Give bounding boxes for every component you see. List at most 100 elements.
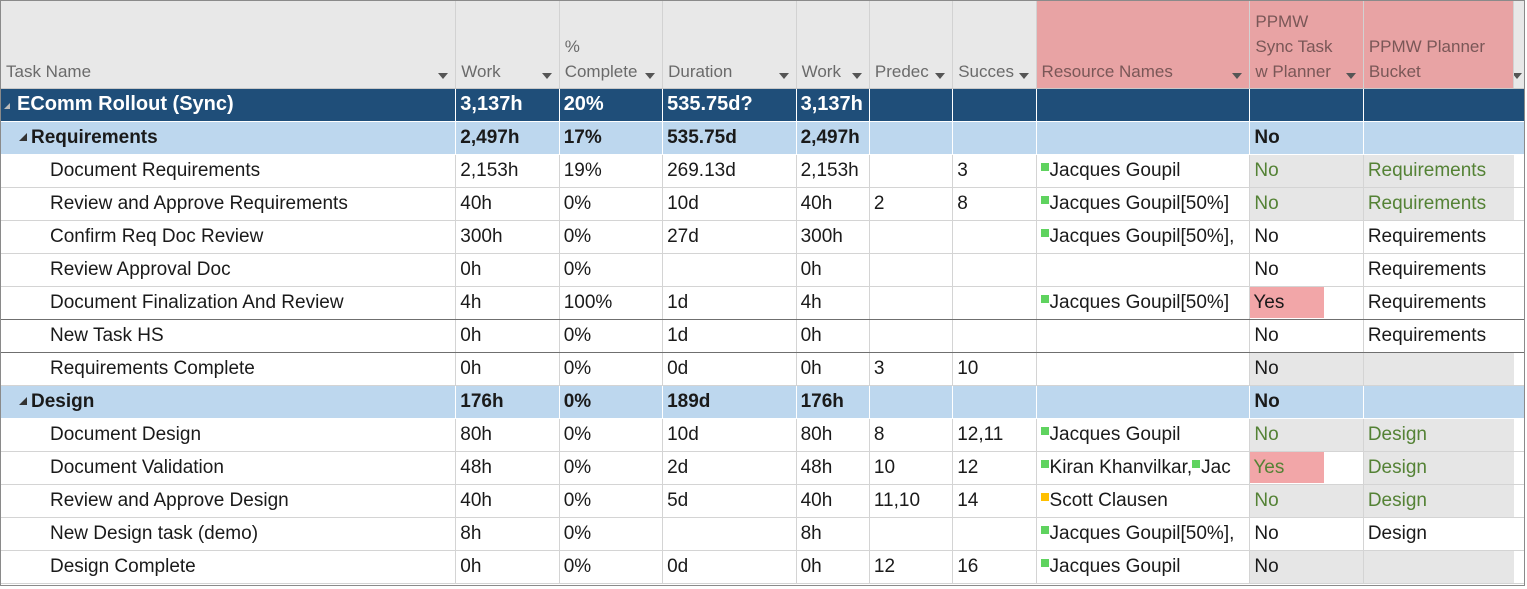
filter-dropdown-icon[interactable] bbox=[851, 72, 862, 79]
resource-names-cell[interactable] bbox=[1036, 319, 1251, 353]
successors-cell[interactable] bbox=[952, 88, 1037, 122]
sync-flag-cell[interactable]: No bbox=[1249, 517, 1364, 551]
task-row[interactable]: Design Complete 0h 0% 0d 0h 12 16 Jacques Goupi… bbox=[1, 550, 1524, 584]
predecessors-cell[interactable]: 12 bbox=[869, 550, 954, 584]
work-cell[interactable]: 2,497h bbox=[455, 121, 560, 155]
successors-cell[interactable] bbox=[952, 517, 1037, 551]
task-row[interactable]: Review and Approve Requirements 40h 0% 10d 4… bbox=[1, 187, 1524, 221]
percent-complete-cell[interactable]: 19% bbox=[559, 154, 664, 188]
predecessors-cell[interactable] bbox=[869, 286, 954, 320]
predecessors-cell[interactable] bbox=[869, 319, 954, 353]
resource-names-cell[interactable] bbox=[1036, 88, 1251, 122]
collapse-triangle-icon[interactable] bbox=[19, 397, 27, 406]
column-header-predecessors[interactable]: Predec bbox=[869, 1, 954, 89]
sync-flag-cell[interactable]: No bbox=[1249, 253, 1364, 287]
predecessors-cell[interactable]: 3 bbox=[869, 352, 954, 386]
successors-cell[interactable] bbox=[952, 286, 1037, 320]
predecessors-cell[interactable]: 8 bbox=[869, 418, 954, 452]
sync-flag-cell[interactable]: No bbox=[1249, 220, 1364, 254]
sync-flag-cell[interactable]: No bbox=[1249, 352, 1364, 386]
work-cell[interactable]: 48h bbox=[455, 451, 560, 485]
duration-cell[interactable]: 1d bbox=[662, 319, 797, 353]
predecessors-cell[interactable] bbox=[869, 253, 954, 287]
work-cell[interactable]: 0h bbox=[796, 352, 870, 386]
percent-complete-cell[interactable]: 0% bbox=[559, 517, 664, 551]
planner-bucket-cell[interactable] bbox=[1363, 121, 1514, 155]
sync-flag-cell[interactable]: No bbox=[1249, 418, 1364, 452]
resource-names-cell[interactable]: Jacques Goupil[50%], bbox=[1036, 220, 1251, 254]
filter-dropdown-icon[interactable] bbox=[438, 72, 449, 79]
task-name-cell[interactable]: Requirements Complete bbox=[1, 352, 457, 386]
work-cell[interactable]: 40h bbox=[796, 484, 870, 518]
task-name-cell[interactable]: Review Approval Doc bbox=[1, 253, 457, 287]
column-header-successors[interactable]: Succes bbox=[952, 1, 1037, 89]
work-cell[interactable]: 8h bbox=[455, 517, 560, 551]
sync-flag-cell[interactable]: No bbox=[1249, 319, 1364, 353]
task-row[interactable]: Requirements Complete 0h 0% 0d 0h 3 10 No bbox=[1, 352, 1524, 386]
resource-names-cell[interactable]: Scott Clausen bbox=[1036, 484, 1251, 518]
task-name-cell[interactable]: Document Design bbox=[1, 418, 457, 452]
duration-cell[interactable]: 1d bbox=[662, 286, 797, 320]
successors-cell[interactable]: 8 bbox=[952, 187, 1037, 221]
duration-cell[interactable]: 27d bbox=[662, 220, 797, 254]
percent-complete-cell[interactable]: 20% bbox=[559, 88, 664, 122]
filter-dropdown-icon[interactable] bbox=[541, 72, 552, 79]
sync-flag-cell[interactable] bbox=[1249, 88, 1364, 122]
planner-bucket-cell[interactable]: Requirements bbox=[1363, 154, 1514, 188]
resource-names-cell[interactable] bbox=[1036, 253, 1251, 287]
filter-dropdown-icon[interactable] bbox=[935, 72, 946, 79]
column-header-bucket[interactable]: PPMW Planner Bucket bbox=[1363, 1, 1515, 89]
successors-cell[interactable] bbox=[952, 319, 1037, 353]
work-cell[interactable]: 0h bbox=[455, 319, 560, 353]
predecessors-cell[interactable] bbox=[869, 517, 954, 551]
task-name-cell[interactable]: Document Validation bbox=[1, 451, 457, 485]
summary-task-row[interactable]: Design 176h 0% 189d 176h No bbox=[1, 385, 1524, 419]
sync-flag-cell[interactable]: Yes bbox=[1249, 451, 1364, 485]
percent-complete-cell[interactable]: 0% bbox=[559, 220, 664, 254]
work-cell[interactable]: 3,137h bbox=[796, 88, 870, 122]
work-cell[interactable]: 0h bbox=[796, 253, 870, 287]
task-name-cell[interactable]: Review and Approve Requirements bbox=[1, 187, 457, 221]
duration-cell[interactable]: 535.75d bbox=[662, 121, 797, 155]
predecessors-cell[interactable]: 11,10 bbox=[869, 484, 954, 518]
task-row[interactable]: Review and Approve Design 40h 0% 5d 40h 11,10… bbox=[1, 484, 1524, 518]
work-cell[interactable]: 48h bbox=[796, 451, 870, 485]
filter-dropdown-icon[interactable] bbox=[1232, 72, 1243, 79]
task-row[interactable]: Confirm Req Doc Review 300h 0% 27d 300h Jacqu… bbox=[1, 220, 1524, 254]
work-cell[interactable]: 0h bbox=[455, 352, 560, 386]
task-name-cell[interactable]: Review and Approve Design bbox=[1, 484, 457, 518]
sync-flag-cell[interactable]: No bbox=[1249, 550, 1364, 584]
task-row[interactable]: Document Finalization And Review 4h 100% 1d… bbox=[1, 286, 1524, 320]
collapse-triangle-icon[interactable] bbox=[19, 133, 27, 142]
planner-bucket-cell[interactable]: Design bbox=[1363, 418, 1514, 452]
work-cell[interactable]: 300h bbox=[455, 220, 560, 254]
planner-bucket-cell[interactable]: Requirements bbox=[1363, 253, 1514, 287]
planner-bucket-cell[interactable] bbox=[1363, 88, 1514, 122]
percent-complete-cell[interactable]: 0% bbox=[559, 484, 664, 518]
successors-cell[interactable]: 3 bbox=[952, 154, 1037, 188]
resource-names-cell[interactable] bbox=[1036, 385, 1251, 419]
percent-complete-cell[interactable]: 0% bbox=[559, 385, 664, 419]
column-header-task-name[interactable]: Task Name bbox=[1, 1, 457, 89]
successors-cell[interactable]: 10 bbox=[952, 352, 1037, 386]
work-cell[interactable]: 300h bbox=[796, 220, 870, 254]
successors-cell[interactable]: 16 bbox=[952, 550, 1037, 584]
resource-names-cell[interactable]: Kiran Khanvilkar, Jac bbox=[1036, 451, 1251, 485]
work-cell[interactable]: 3,137h bbox=[455, 88, 560, 122]
work-cell[interactable]: 0h bbox=[455, 550, 560, 584]
resource-names-cell[interactable]: Jacques Goupil[50%] bbox=[1036, 286, 1251, 320]
sync-flag-cell[interactable]: No bbox=[1249, 154, 1364, 188]
work-cell[interactable]: 2,497h bbox=[796, 121, 870, 155]
summary-task-row[interactable]: Requirements 2,497h 17% 535.75d 2,497h No bbox=[1, 121, 1524, 155]
sync-flag-cell[interactable]: No bbox=[1249, 187, 1364, 221]
work-cell[interactable]: 40h bbox=[455, 187, 560, 221]
task-name-cell[interactable]: EComm Rollout (Sync) bbox=[1, 88, 457, 122]
work-cell[interactable]: 0h bbox=[796, 319, 870, 353]
task-row[interactable]: Document Validation 48h 0% 2d 48h 10 12 Kiran K… bbox=[1, 451, 1524, 485]
add-column-dropdown[interactable] bbox=[1513, 1, 1524, 89]
task-name-cell[interactable]: Requirements bbox=[1, 121, 457, 155]
planner-bucket-cell[interactable]: Requirements bbox=[1363, 187, 1514, 221]
percent-complete-cell[interactable]: 0% bbox=[559, 253, 664, 287]
planner-bucket-cell[interactable]: Requirements bbox=[1363, 286, 1514, 320]
filter-dropdown-icon[interactable] bbox=[1018, 72, 1029, 79]
